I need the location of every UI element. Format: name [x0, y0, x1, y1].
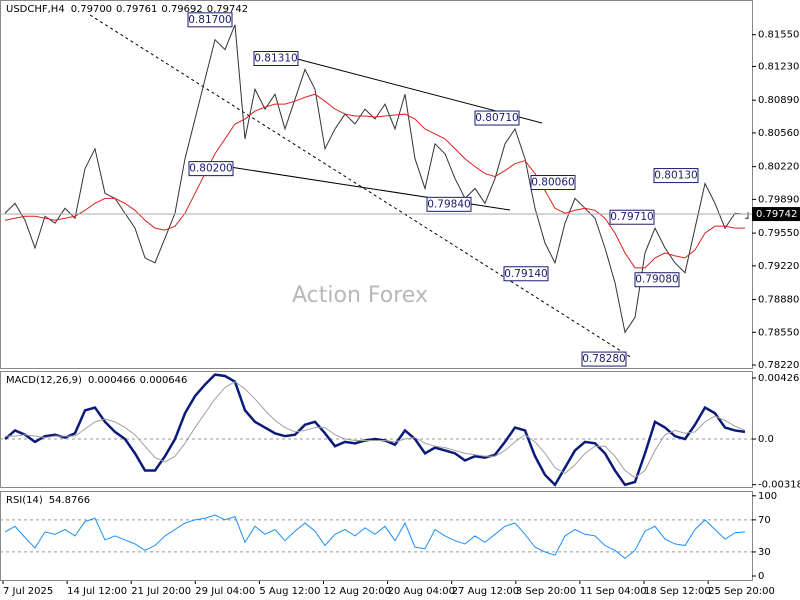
- y-tick-label: 0.0: [758, 434, 774, 445]
- x-tick-label: 7 Jul 2025: [3, 586, 53, 597]
- annotation-label: 0.79840: [427, 198, 470, 210]
- price-panel: [0, 0, 753, 369]
- annotation-label: 0.81700: [188, 14, 231, 26]
- y-tick-label: 70: [758, 515, 771, 526]
- annotation-box: [634, 272, 680, 288]
- y-tick-label: 0.80890: [758, 95, 799, 106]
- annotation-label: 0.80060: [531, 177, 574, 189]
- last-price-box: [752, 207, 800, 222]
- macd-panel: [0, 371, 753, 488]
- annotation-label: 0.80200: [189, 163, 232, 175]
- header-value: 0.79700: [71, 4, 112, 15]
- panel-header: RSI(14) 54.8766: [6, 495, 90, 506]
- annotation-label: 0.79710: [610, 211, 653, 223]
- watermark: Action Forex: [292, 283, 428, 308]
- x-tick-label: 20 Aug 04:00: [388, 586, 455, 597]
- x-tick-label: 18 Sep 12:00: [644, 586, 711, 597]
- annotation-label: 0.79080: [635, 274, 678, 286]
- y-tick-label: 100: [758, 491, 777, 502]
- panel-title: USDCHF,H4: [6, 4, 65, 15]
- x-tick-label: 21 Jul 20:00: [131, 586, 191, 597]
- annotation-box: [474, 110, 520, 126]
- annotation-box: [609, 209, 655, 225]
- header-value: 0.000646: [140, 375, 188, 386]
- series-line: [4, 514, 746, 559]
- annotation-box: [188, 161, 234, 177]
- last-price-label: 0.79742: [756, 209, 797, 220]
- series-line: [4, 24, 746, 334]
- annotation-label: 0.79140: [504, 268, 547, 280]
- panel-title: RSI(14): [6, 495, 43, 506]
- header-value: 54.8766: [49, 495, 90, 506]
- y-tick-label: 0.79550: [758, 228, 799, 239]
- header-value: 0.79742: [207, 4, 248, 15]
- panel-header: MACD(12,26,9) 0.000466 0.000646: [6, 375, 187, 386]
- y-tick-label: 0.79220: [758, 261, 799, 272]
- annotation-box: [530, 175, 576, 191]
- rsi-panel: [0, 491, 753, 581]
- header-value: 0.79692: [161, 4, 202, 15]
- trend-line: [89, 14, 633, 359]
- y-tick-label: 0.81230: [758, 61, 799, 72]
- y-tick-label: 0.80220: [758, 162, 799, 173]
- y-tick-label: 0.81550: [758, 30, 799, 41]
- series-line: [4, 93, 745, 269]
- annotation-box: [426, 196, 472, 212]
- y-tick-label: 0.80560: [758, 128, 799, 139]
- header-value: 0.000466: [88, 375, 136, 386]
- y-tick-label: 0.78550: [758, 327, 799, 338]
- series-line: [4, 373, 746, 487]
- x-tick-label: 5 Aug 12:00: [259, 586, 320, 597]
- series-line: [5, 381, 746, 479]
- annotation-label: 0.80130: [654, 170, 697, 182]
- annotation-label: 0.80710: [475, 112, 518, 124]
- annotation-box: [653, 168, 699, 184]
- annotation-label: 0.81310: [254, 53, 297, 65]
- y-tick-label: 0.78220: [758, 360, 799, 371]
- annotation-box: [253, 51, 299, 67]
- x-tick-label: 14 Jul 12:00: [67, 586, 127, 597]
- y-tick-label: 0: [758, 571, 764, 582]
- annotation-box: [503, 266, 549, 282]
- annotation-box: [581, 351, 627, 367]
- x-tick-label: 3 Sep 20:00: [516, 586, 576, 597]
- header-value: 0.79761: [116, 4, 157, 15]
- y-tick-label: 0.79890: [758, 194, 799, 205]
- x-tick-label: 11 Sep 04:00: [580, 586, 647, 597]
- y-tick-label: -0.003188: [758, 480, 800, 491]
- y-tick-label: 30: [758, 547, 771, 558]
- panel-header: USDCHF,H4 0.79700 0.79761 0.79692 0.79742: [6, 4, 248, 15]
- x-tick-label: 25 Sep 20:00: [708, 586, 775, 597]
- x-tick-label: 12 Aug 20:00: [324, 586, 391, 597]
- annotation-box: [187, 12, 233, 28]
- annotation-label: 0.78280: [582, 353, 625, 365]
- y-tick-label: 0.78880: [758, 295, 799, 306]
- panel-title: MACD(12,26,9): [6, 375, 82, 386]
- x-tick-label: 29 Jul 04:00: [195, 586, 255, 597]
- y-tick-label: 0.004262: [758, 373, 800, 384]
- x-tick-label: 27 Aug 12:00: [452, 586, 519, 597]
